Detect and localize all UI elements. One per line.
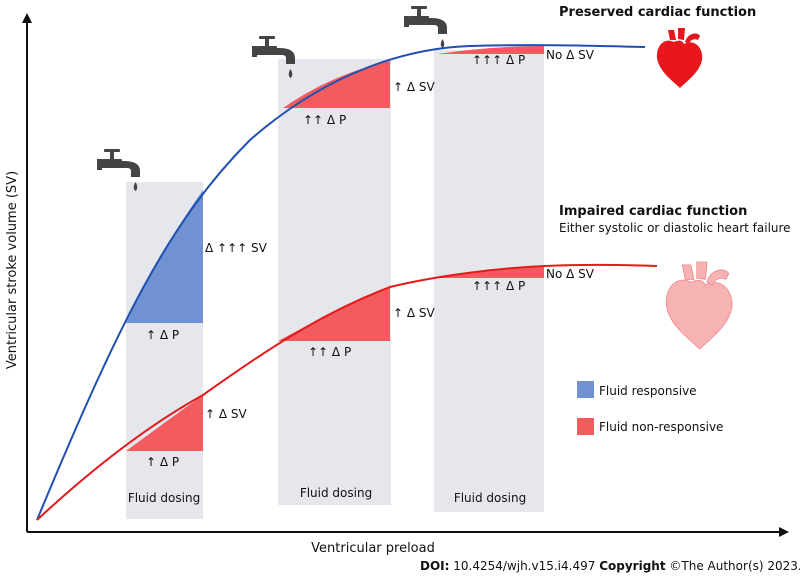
delta-p-label: ↑↑↑ Δ P	[472, 53, 525, 67]
x-axis-label: Ventricular preload	[311, 541, 435, 556]
legend-label-responsive: Fluid responsive	[599, 384, 697, 398]
delta-p-label: ↑↑ Δ P	[308, 345, 351, 359]
citation-footer: DOI: 10.4254/wjh.v15.i4.497 Copyright ©T…	[420, 559, 800, 573]
delta-p-label: ↑ Δ P	[146, 455, 179, 469]
curve-preserved	[36, 44, 646, 521]
delta-sv-label: No Δ SV	[546, 267, 595, 281]
delta-p-label: ↑↑↑ Δ P	[472, 279, 525, 293]
response-fill-p3-preserved	[438, 46, 544, 54]
heart-icon	[665, 261, 733, 350]
delta-sv-label: No Δ SV	[546, 48, 595, 62]
y-axis-label: Ventricular stroke volume (SV)	[5, 171, 20, 369]
response-fill-p1-impaired	[126, 395, 203, 451]
legend-swatch-nonresponsive	[577, 418, 594, 435]
delta-sv-label: ↑ Δ SV	[205, 407, 248, 421]
fluid-dosing-label: Fluid dosing	[128, 491, 200, 505]
preserved-title: Preserved cardiac function	[559, 5, 756, 20]
impaired-subtitle: Either systolic or diastolic heart failu…	[559, 221, 791, 235]
doi-value: 10.4254/wjh.v15.i4.497	[453, 559, 596, 573]
delta-sv-label: Δ ↑↑↑ SV	[205, 241, 268, 255]
delta-p-label: ↑↑ Δ P	[303, 113, 346, 127]
delta-p-label: ↑ Δ P	[146, 328, 179, 342]
dosing-panel-3	[434, 50, 544, 512]
legend-label-nonresponsive: Fluid non-responsive	[599, 420, 723, 434]
legend-swatch-responsive	[577, 381, 594, 398]
copyright-label: Copyright	[599, 559, 666, 573]
heart-icon	[656, 28, 703, 88]
faucet-icon	[404, 6, 447, 48]
curve-impaired	[36, 263, 658, 521]
copyright-text: ©The Author(s) 2023.	[669, 559, 800, 573]
delta-sv-label: ↑ Δ SV	[393, 306, 436, 320]
response-fill-p3-impaired	[438, 266, 544, 278]
delta-sv-label: ↑ Δ SV	[393, 80, 436, 94]
response-fill-p1-preserved	[126, 190, 203, 323]
dosing-panel-2	[278, 59, 391, 505]
impaired-title: Impaired cardiac function	[559, 204, 747, 219]
fluid-dosing-label: Fluid dosing	[300, 486, 372, 500]
fluid-dosing-label: Fluid dosing	[454, 491, 526, 505]
doi-label: DOI:	[420, 559, 450, 573]
